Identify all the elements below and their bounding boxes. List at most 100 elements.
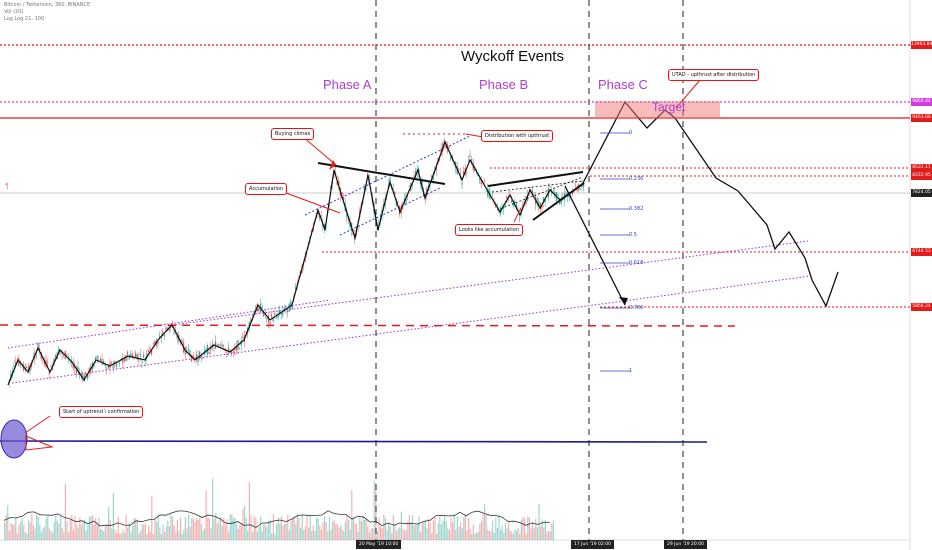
volume-bar: [40, 531, 42, 540]
candle-body: [175, 329, 177, 331]
volume-bar: [95, 517, 97, 540]
volume-bar: [45, 518, 47, 540]
candle-body: [85, 373, 87, 377]
volume-bar: [458, 526, 460, 540]
volume-bar: [53, 521, 55, 540]
volume-bar: [15, 517, 17, 540]
candle-body: [96, 355, 98, 359]
volume-bar: [156, 521, 158, 540]
volume-bar: [533, 527, 535, 540]
annotation-accumulation: Accumulation: [245, 183, 288, 195]
volume-bar: [29, 522, 31, 540]
candle-body: [579, 188, 581, 190]
volume-bar: [160, 533, 162, 540]
volume-bar: [285, 523, 287, 540]
candle-body: [95, 358, 97, 361]
candle-body: [248, 322, 250, 329]
volume-bar: [130, 531, 132, 540]
volume-bar: [85, 530, 87, 540]
volume-bar: [245, 517, 247, 540]
volume-bar: [469, 528, 471, 540]
candle-body: [131, 354, 133, 358]
candle-body: [479, 178, 481, 181]
candle-body: [480, 178, 482, 185]
volume-bar: [383, 514, 385, 540]
volume-bar: [48, 528, 50, 540]
volume-bar: [125, 514, 127, 540]
volume-bar: [524, 517, 526, 540]
volume-bar: [191, 518, 193, 540]
candle-body: [15, 362, 17, 366]
candle-body: [223, 344, 225, 346]
volume-bar: [472, 524, 474, 540]
trend-line: [487, 171, 584, 187]
volume-bar: [87, 525, 89, 540]
candle-body: [194, 357, 196, 360]
volume-bar: [266, 527, 268, 540]
volume-bar: [117, 516, 119, 540]
candle-body: [514, 200, 516, 204]
volume-bar: [447, 528, 449, 540]
candle-body: [136, 354, 138, 360]
annotation-looks-like-accumulation: Looks like accumulation: [455, 224, 523, 236]
volume-bar: [220, 517, 222, 540]
candle-body: [320, 215, 322, 217]
volume-bar: [508, 520, 510, 540]
candle-body: [279, 310, 281, 315]
volume-bar: [184, 517, 186, 540]
price-badge: 6744.53: [911, 248, 932, 256]
volume-bar: [493, 532, 495, 540]
candle-body: [53, 358, 55, 364]
volume-bar: [506, 528, 508, 540]
candle-body: [232, 351, 234, 353]
horizontal-support-line: [0, 440, 708, 443]
candle-body: [543, 197, 545, 203]
candle-body: [411, 184, 413, 186]
volume-bar: [272, 514, 274, 540]
candle-body: [107, 364, 109, 369]
wyckoff-path: [7, 140, 584, 386]
fib-level-label: 1: [629, 368, 633, 374]
annotation-start-uptrend: Start of uptrend \ confirmation: [59, 406, 144, 418]
candle-body: [227, 347, 229, 353]
volume-bar: [149, 532, 151, 540]
volume-bar: [250, 515, 252, 540]
candle-body: [187, 348, 189, 350]
volume-bar: [55, 515, 57, 540]
candle-body: [282, 310, 284, 316]
volume-bar: [36, 515, 38, 540]
candle-body: [149, 347, 151, 350]
callout-connector: [465, 133, 484, 138]
volume-bar: [530, 528, 532, 540]
volume-bar: [136, 519, 138, 540]
candle-body: [226, 354, 228, 356]
candle-body: [189, 350, 191, 357]
volume-bar: [498, 514, 500, 540]
symbol-line: Bitcoin / Tethercoin, 360, BINANCE: [4, 2, 91, 8]
volume-bar: [226, 519, 228, 540]
candle-body: [192, 355, 194, 359]
candle-body: [39, 348, 41, 351]
price-badge: 9860.44: [911, 98, 932, 106]
volume-bar: [466, 530, 468, 540]
volume-bar: [357, 531, 359, 540]
fib-level-label: 0.786: [629, 305, 644, 311]
volume-bar: [527, 516, 529, 540]
volume-bar: [368, 532, 370, 540]
candle-body: [349, 221, 351, 228]
volume-bar: [261, 531, 263, 540]
candle-body: [48, 372, 50, 375]
volume-bar: [389, 525, 391, 540]
volume-bar: [442, 520, 444, 540]
candle-body: [208, 352, 210, 354]
volume-bar: [351, 490, 353, 540]
fib-level-label: 0.5: [629, 232, 637, 238]
volume-bar: [172, 517, 174, 540]
volume-bar: [197, 519, 199, 540]
volume-bar: [133, 517, 135, 540]
candle-body: [575, 185, 577, 187]
volume-bar: [140, 531, 142, 540]
volume-bar: [424, 519, 426, 540]
volume-bar: [268, 521, 270, 540]
